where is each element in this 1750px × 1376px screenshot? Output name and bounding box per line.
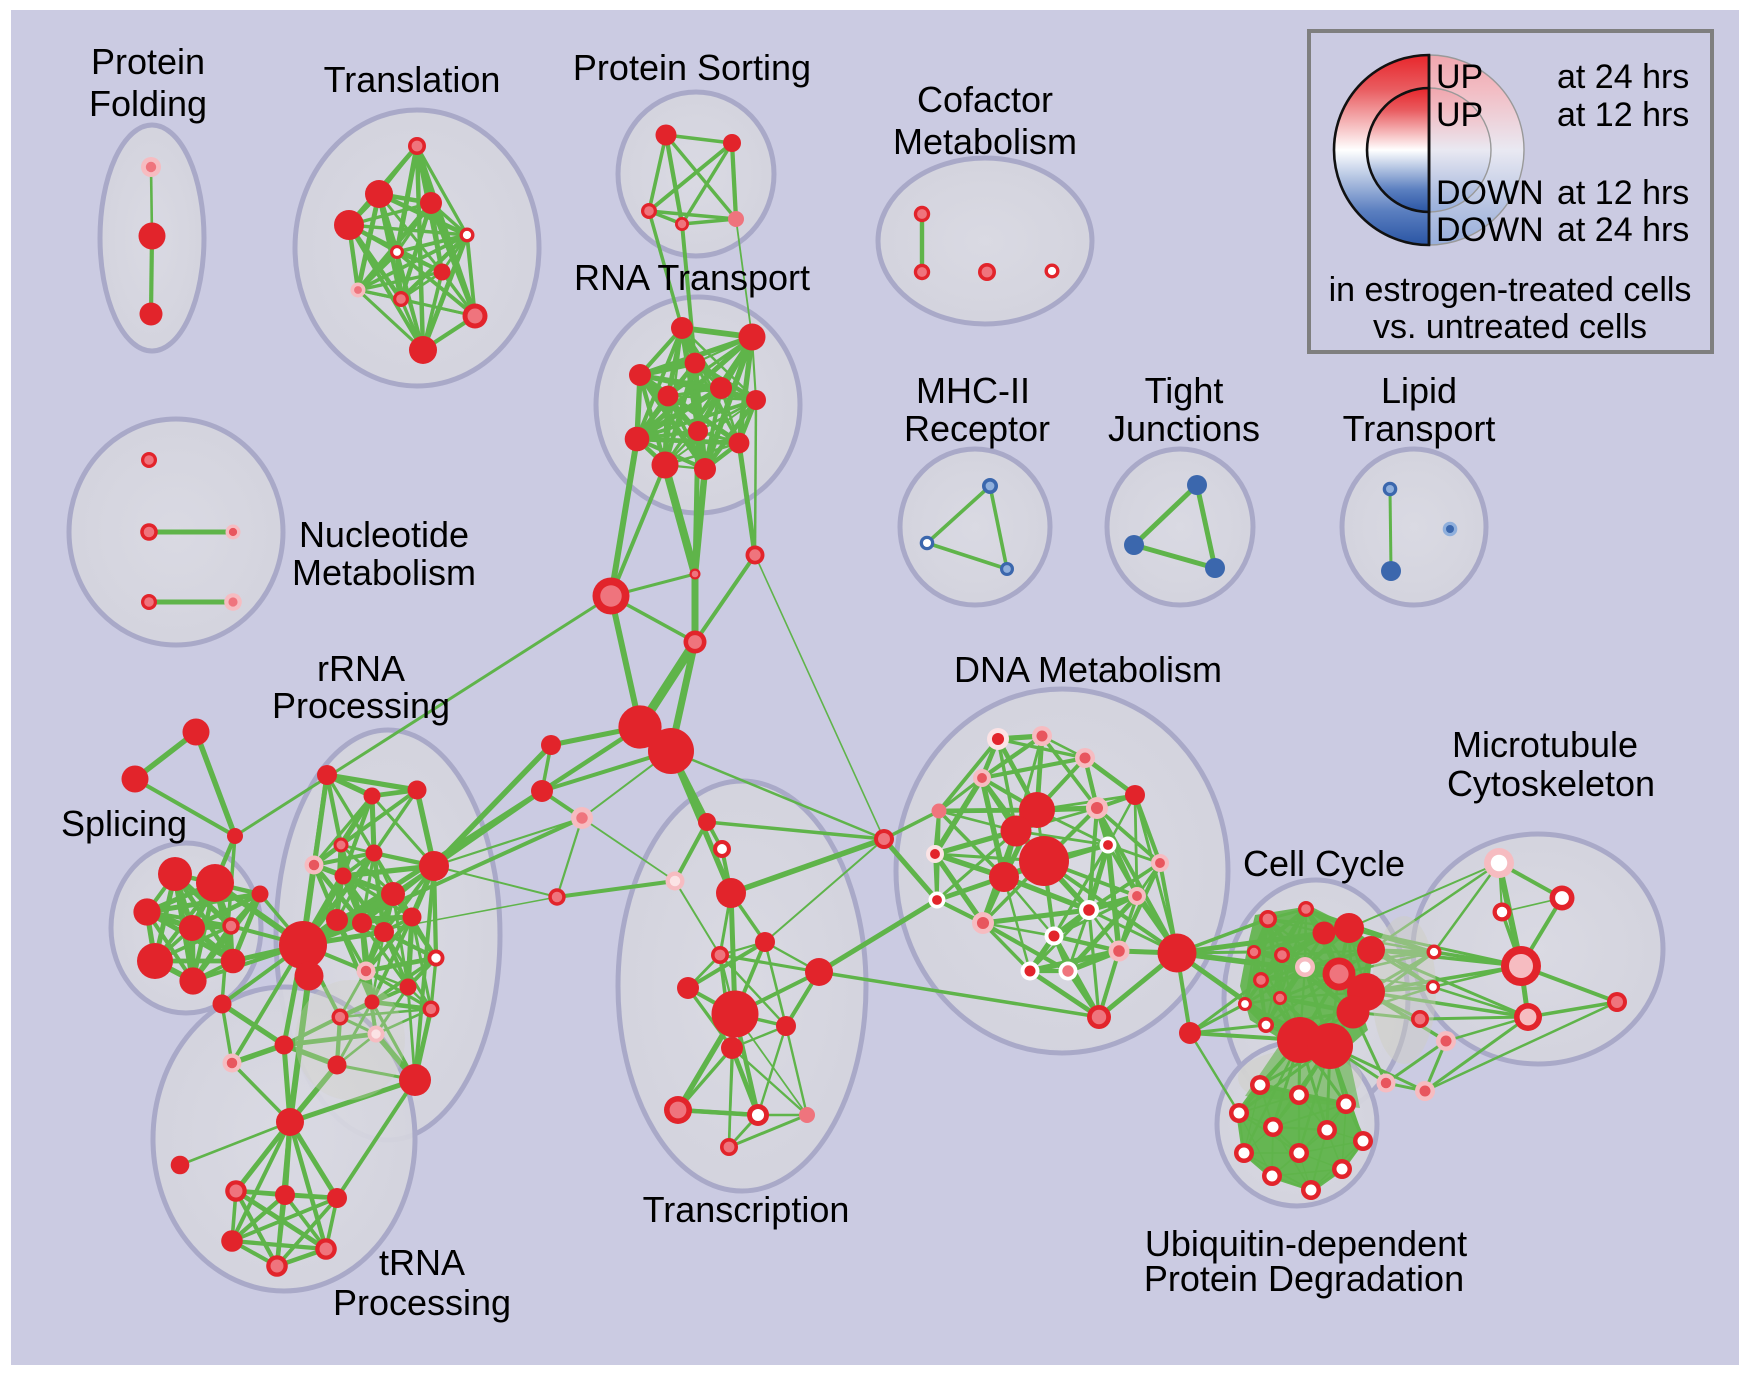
svg-text:Microtubule: Microtubule — [1452, 724, 1638, 765]
svg-text:DOWN: DOWN — [1436, 211, 1544, 249]
svg-text:in estrogen-treated cells: in estrogen-treated cells — [1329, 271, 1692, 309]
svg-text:DNA Metabolism: DNA Metabolism — [954, 649, 1222, 690]
svg-text:Translation: Translation — [324, 59, 501, 100]
svg-text:at 24 hrs: at 24 hrs — [1557, 211, 1689, 249]
svg-text:UP: UP — [1436, 96, 1483, 134]
svg-text:Cofactor: Cofactor — [917, 79, 1053, 120]
svg-text:rRNA: rRNA — [317, 648, 405, 689]
svg-text:Processing: Processing — [333, 1282, 511, 1323]
svg-text:Receptor: Receptor — [904, 408, 1050, 449]
svg-text:Splicing: Splicing — [61, 803, 187, 844]
svg-text:Cytoskeleton: Cytoskeleton — [1447, 763, 1655, 804]
svg-text:Protein Degradation: Protein Degradation — [1144, 1258, 1464, 1299]
svg-text:Tight: Tight — [1145, 370, 1224, 411]
svg-text:Cell Cycle: Cell Cycle — [1243, 843, 1405, 884]
svg-text:UP: UP — [1436, 58, 1483, 96]
svg-text:Protein: Protein — [91, 41, 205, 82]
svg-text:RNA Transport: RNA Transport — [574, 257, 810, 298]
svg-text:Transcription: Transcription — [643, 1189, 850, 1230]
svg-text:Ubiquitin-dependent: Ubiquitin-dependent — [1145, 1223, 1467, 1264]
svg-text:at 24 hrs: at 24 hrs — [1557, 58, 1689, 96]
svg-text:Junctions: Junctions — [1108, 408, 1260, 449]
svg-text:Metabolism: Metabolism — [292, 552, 476, 593]
svg-text:Folding: Folding — [89, 83, 207, 124]
svg-text:at 12 hrs: at 12 hrs — [1557, 174, 1689, 212]
svg-text:Nucleotide: Nucleotide — [299, 514, 469, 555]
svg-text:at 12 hrs: at 12 hrs — [1557, 96, 1689, 134]
svg-text:Transport: Transport — [1343, 408, 1496, 449]
svg-text:vs. untreated cells: vs. untreated cells — [1373, 308, 1647, 346]
svg-text:Protein Sorting: Protein Sorting — [573, 47, 811, 88]
svg-text:tRNA: tRNA — [379, 1242, 465, 1283]
svg-text:DOWN: DOWN — [1436, 174, 1544, 212]
svg-text:MHC-II: MHC-II — [916, 370, 1030, 411]
svg-text:Metabolism: Metabolism — [893, 121, 1077, 162]
svg-text:Processing: Processing — [272, 685, 450, 726]
svg-text:Lipid: Lipid — [1381, 370, 1457, 411]
